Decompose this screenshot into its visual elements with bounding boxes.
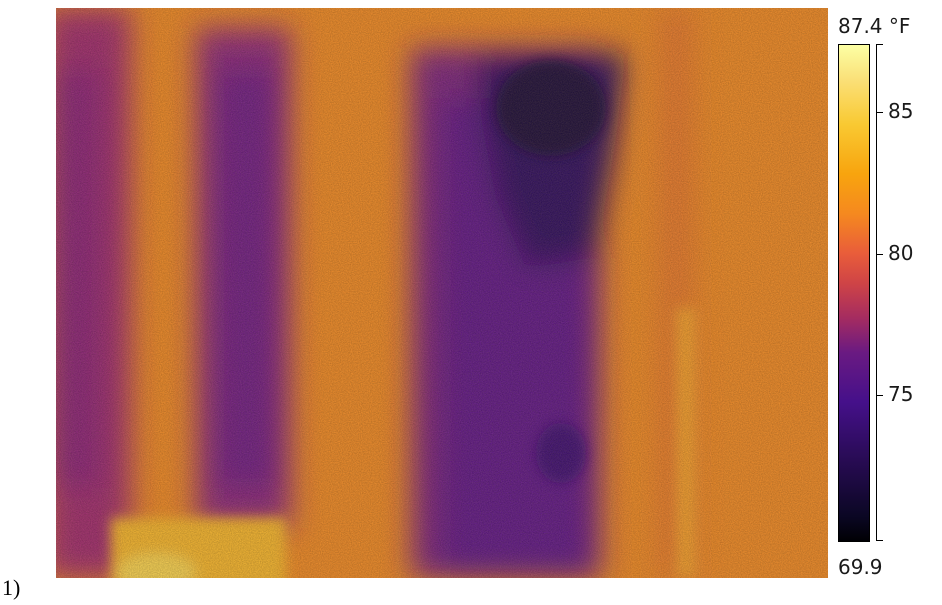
colorbar-min-label: 69.9	[838, 555, 883, 579]
thermal-image	[56, 8, 828, 578]
colorbar-tick	[876, 395, 883, 397]
colorbar-tick-label: 85	[888, 99, 914, 124]
colorbar-tick-label: 75	[888, 382, 914, 407]
colorbar-axis	[876, 44, 877, 540]
colorbar	[838, 44, 870, 542]
colorbar-tick	[876, 112, 883, 114]
colorbar-tick-label: 80	[888, 240, 914, 265]
colorbar-max-label: 87.4 °F	[838, 14, 911, 38]
colorbar-end-tick	[876, 44, 883, 45]
colorbar-tick	[876, 253, 883, 255]
figure-label: 1)	[2, 575, 21, 600]
colorbar-end-tick	[876, 540, 883, 541]
thermal-image-icon	[56, 8, 828, 578]
